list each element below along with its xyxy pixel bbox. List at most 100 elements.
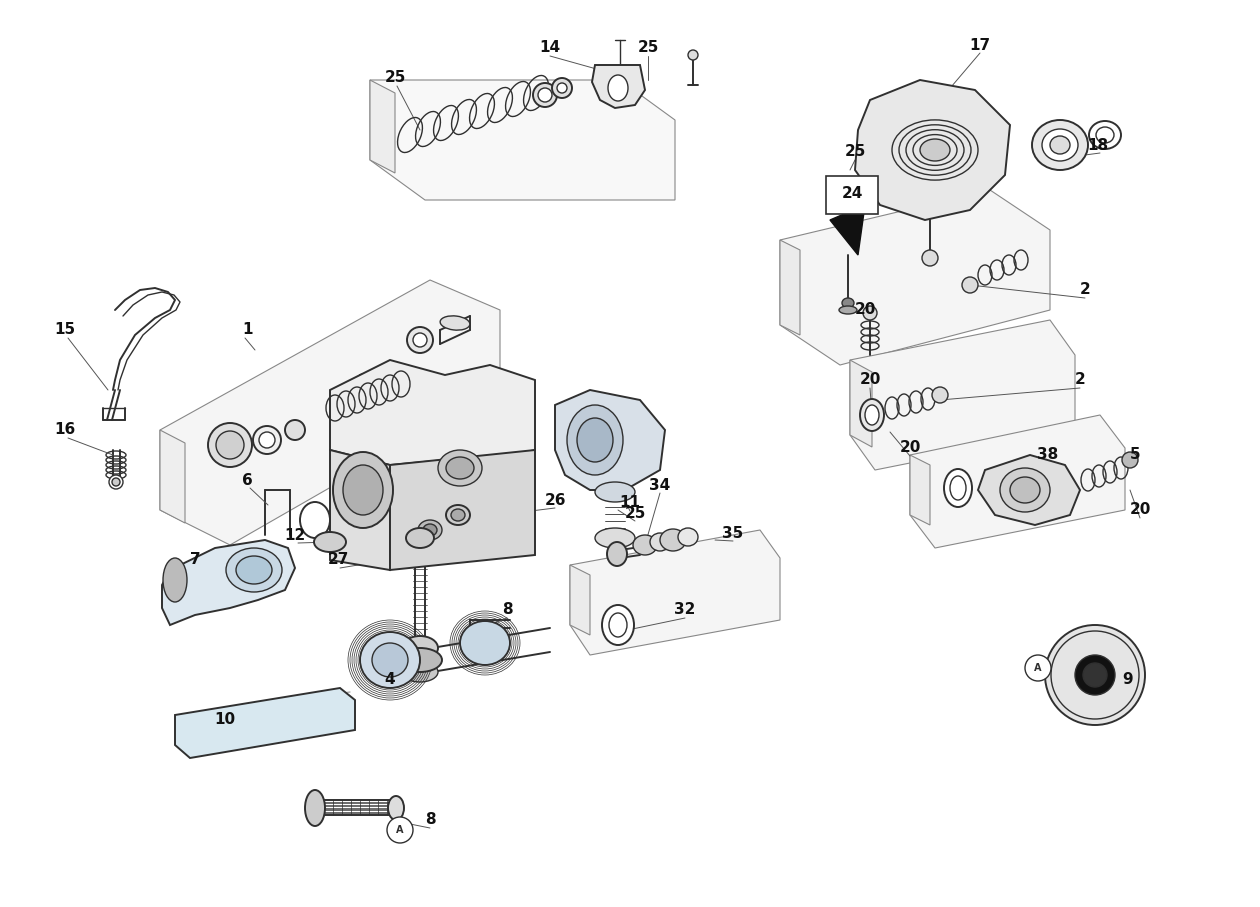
Text: 11: 11 [620, 495, 640, 511]
Ellipse shape [577, 418, 614, 462]
Polygon shape [978, 455, 1080, 525]
Ellipse shape [538, 88, 552, 102]
Ellipse shape [557, 83, 567, 93]
Polygon shape [554, 390, 665, 490]
Ellipse shape [372, 643, 408, 677]
Ellipse shape [1032, 120, 1087, 170]
Text: 1: 1 [243, 323, 253, 337]
Ellipse shape [861, 399, 885, 431]
Ellipse shape [226, 548, 282, 592]
Text: 8: 8 [425, 813, 435, 827]
Text: 25: 25 [384, 71, 406, 85]
Ellipse shape [418, 520, 442, 540]
Ellipse shape [1024, 655, 1051, 681]
Ellipse shape [944, 469, 971, 507]
Polygon shape [391, 450, 536, 570]
Ellipse shape [533, 83, 557, 107]
Text: 2: 2 [1080, 282, 1090, 297]
Ellipse shape [866, 405, 879, 425]
Ellipse shape [633, 535, 656, 555]
Ellipse shape [552, 78, 572, 98]
Ellipse shape [609, 75, 627, 101]
Text: 4: 4 [384, 672, 396, 688]
Text: 25: 25 [638, 41, 659, 55]
Ellipse shape [398, 648, 442, 672]
Ellipse shape [333, 452, 393, 528]
Text: 20: 20 [854, 303, 876, 317]
Polygon shape [160, 280, 500, 545]
Ellipse shape [112, 478, 120, 486]
Polygon shape [330, 360, 536, 465]
Text: 8: 8 [501, 602, 513, 618]
Ellipse shape [1011, 477, 1040, 503]
Ellipse shape [660, 529, 685, 551]
Ellipse shape [678, 528, 698, 546]
Text: 5: 5 [1130, 447, 1140, 463]
Text: 20: 20 [900, 441, 921, 455]
Ellipse shape [215, 431, 244, 459]
Ellipse shape [423, 524, 437, 536]
Ellipse shape [438, 450, 483, 486]
Text: A: A [1034, 663, 1042, 673]
Ellipse shape [567, 405, 622, 475]
Ellipse shape [920, 139, 950, 161]
Ellipse shape [1089, 121, 1121, 149]
Text: 25: 25 [624, 505, 645, 521]
Polygon shape [592, 65, 645, 108]
Ellipse shape [110, 475, 123, 489]
Text: 18: 18 [1087, 138, 1109, 152]
Text: 2: 2 [1075, 373, 1085, 387]
Ellipse shape [253, 426, 281, 454]
Ellipse shape [922, 250, 937, 266]
Text: 20: 20 [859, 373, 881, 387]
Ellipse shape [1042, 129, 1079, 161]
Polygon shape [850, 360, 872, 447]
Ellipse shape [260, 432, 275, 448]
Polygon shape [330, 450, 391, 570]
Ellipse shape [440, 316, 470, 330]
Ellipse shape [387, 817, 413, 843]
Ellipse shape [388, 796, 404, 820]
Polygon shape [856, 80, 1011, 220]
Ellipse shape [163, 558, 186, 602]
Text: 20: 20 [1129, 502, 1150, 518]
Ellipse shape [446, 505, 470, 525]
Text: 14: 14 [539, 41, 561, 55]
Ellipse shape [602, 605, 634, 645]
Ellipse shape [961, 277, 978, 293]
Text: 7: 7 [190, 552, 200, 568]
Polygon shape [910, 455, 930, 525]
Ellipse shape [932, 387, 948, 403]
Text: 12: 12 [285, 528, 306, 542]
Ellipse shape [413, 333, 427, 347]
Text: 15: 15 [54, 323, 76, 337]
Text: 27: 27 [328, 552, 349, 568]
Polygon shape [370, 80, 394, 173]
Ellipse shape [402, 636, 438, 660]
Polygon shape [780, 190, 1050, 365]
Polygon shape [780, 240, 800, 335]
Ellipse shape [305, 790, 325, 826]
Text: 25: 25 [844, 144, 866, 160]
Text: 10: 10 [214, 713, 236, 727]
Polygon shape [370, 80, 675, 200]
Ellipse shape [446, 457, 474, 479]
Ellipse shape [285, 420, 305, 440]
Ellipse shape [343, 465, 383, 515]
Ellipse shape [1121, 452, 1138, 468]
Text: 38: 38 [1037, 447, 1058, 463]
Ellipse shape [863, 306, 877, 320]
Text: 34: 34 [649, 477, 670, 493]
Ellipse shape [300, 502, 330, 538]
Ellipse shape [314, 532, 347, 552]
Ellipse shape [460, 621, 510, 665]
Polygon shape [830, 205, 866, 255]
Ellipse shape [595, 528, 635, 548]
Polygon shape [175, 688, 355, 758]
Ellipse shape [406, 528, 433, 548]
Ellipse shape [407, 327, 433, 353]
Text: 32: 32 [674, 602, 696, 618]
Text: 35: 35 [722, 525, 743, 541]
Ellipse shape [595, 482, 635, 502]
Ellipse shape [1045, 625, 1145, 725]
